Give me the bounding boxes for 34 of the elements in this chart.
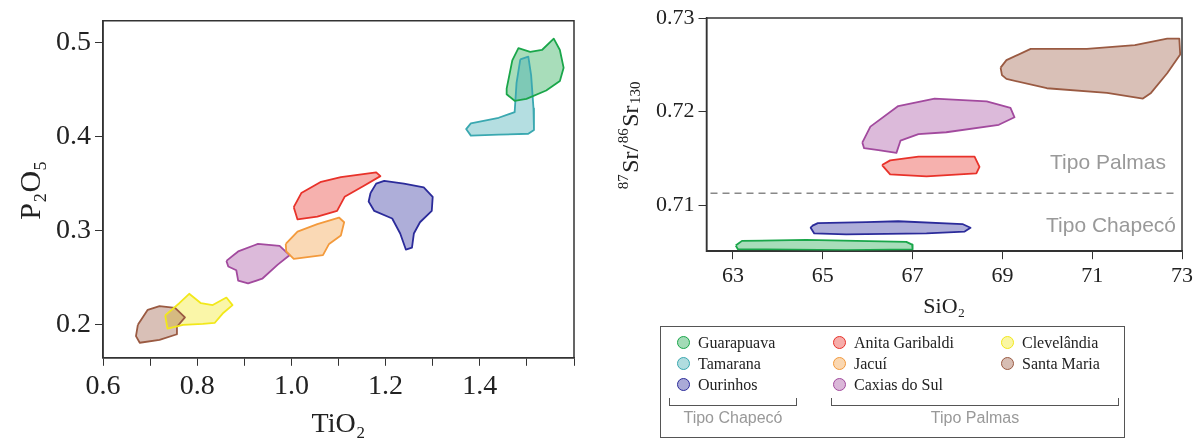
legend-label: Tamarana — [697, 353, 762, 374]
x-tick-label: 0.6 — [85, 368, 121, 400]
legend-label: Clevelândia — [1021, 332, 1100, 353]
text: Tipo Chapecó — [682, 409, 784, 427]
y-tick-label: 0.3 — [56, 213, 91, 245]
x-tick-label: 69 — [991, 262, 1014, 288]
y-tick-label: 0.5 — [56, 24, 91, 56]
x-tick-label: 63 — [721, 262, 744, 288]
legend-label: Caxias do Sul — [853, 374, 944, 395]
y-tick-label: 0.73 — [656, 3, 695, 29]
x-tick-label: 73 — [1171, 262, 1193, 288]
x-tick-label: 1.0 — [273, 368, 309, 400]
annotation: Tipo Palmas — [1050, 149, 1166, 173]
legend-label: Anita Garibaldi — [853, 332, 954, 353]
legend-label: Santa Maria — [1021, 353, 1100, 374]
annotation: Tipo Chapecó — [1046, 212, 1176, 236]
x-tick-label: 67 — [901, 262, 924, 288]
x-axis-title: TiO₂ — [311, 406, 366, 438]
y-tick-label: 0.2 — [56, 307, 91, 339]
y-axis-title: P₂O₅ — [12, 160, 46, 220]
y-tick-label: 0.71 — [656, 191, 695, 217]
y-axis-title: 87Sr/86Sr130 — [615, 81, 643, 190]
x-tick-label: 71 — [1081, 262, 1104, 288]
x-tick-label: 65 — [811, 262, 834, 288]
y-tick-label: 0.4 — [56, 118, 91, 150]
text: Tipo Palmas — [929, 409, 1021, 427]
legend-label: Guarapuava — [697, 332, 776, 353]
legend-label: Jacuí — [853, 353, 888, 374]
x-axis-title: SiO₂ — [923, 292, 966, 318]
x-tick-label: 1.4 — [462, 368, 498, 400]
legend-label: Ourinhos — [697, 374, 759, 395]
y-tick-label: 0.72 — [656, 97, 695, 123]
x-tick-label: 1.2 — [368, 368, 404, 400]
x-tick-label: 0.8 — [179, 368, 215, 400]
